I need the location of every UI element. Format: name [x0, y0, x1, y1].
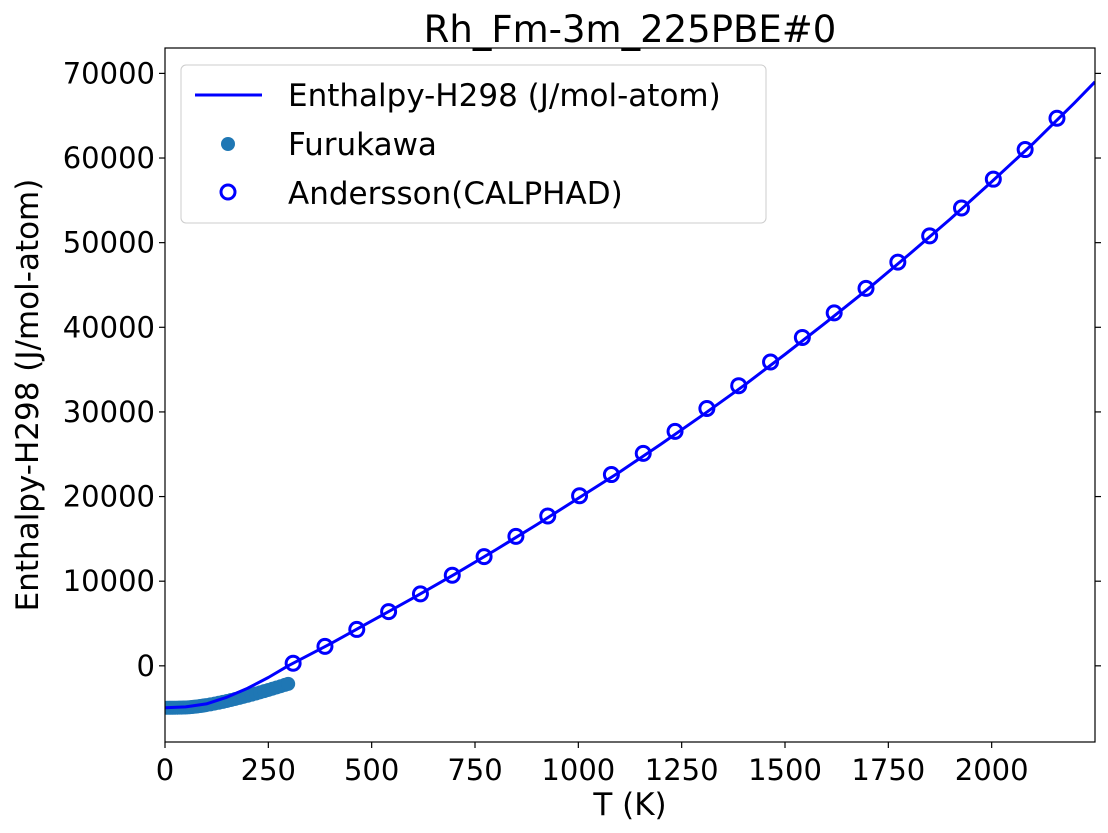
andersson-point: [730, 377, 748, 395]
x-tick-label: 1500: [748, 753, 822, 787]
enthalpy-line: [165, 80, 1095, 710]
y-tick-label: 60000: [63, 141, 155, 175]
andersson-point: [698, 400, 716, 418]
andersson-point: [952, 199, 970, 217]
legend-label-andersson: Andersson(CALPHAD): [288, 176, 623, 212]
andersson-point: [411, 585, 429, 603]
x-tick-label: 2000: [955, 753, 1029, 787]
andersson-point: [984, 170, 1002, 188]
plot-frame: [164, 47, 1096, 743]
y-tick-label: 50000: [63, 226, 155, 260]
furukawa-point: [281, 676, 296, 691]
x-axis-label: T (K): [592, 787, 666, 823]
y-tick-label: 0: [137, 649, 155, 683]
andersson-point: [825, 304, 843, 322]
andersson-point: [1048, 109, 1066, 127]
y-tick-label: 70000: [63, 56, 155, 90]
x-tick-label: 750: [447, 753, 502, 787]
series-layer: [165, 80, 1095, 715]
andersson-point: [602, 466, 620, 484]
andersson-point: [793, 328, 811, 346]
andersson-point: [666, 422, 684, 440]
andersson-point: [443, 566, 461, 584]
andersson-point: [316, 637, 334, 655]
andersson-point: [507, 527, 525, 545]
andersson-point: [634, 444, 652, 462]
x-tick-label: 250: [241, 753, 296, 787]
legend-label-enthalpy: Enthalpy-H298 (J/mol-atom): [288, 78, 721, 114]
x-tick-label: 500: [344, 753, 399, 787]
andersson-point: [762, 353, 780, 371]
legend-box: [180, 64, 767, 224]
chart-title: Rh_Fm-3m_225PBE#0: [424, 8, 837, 51]
y-tick-label: 10000: [63, 564, 155, 598]
andersson-point: [475, 548, 493, 566]
andersson-point: [380, 603, 398, 621]
y-axis-label: Enthalpy-H298 (J/mol-atom): [10, 179, 46, 612]
y-tick-label: 20000: [63, 480, 155, 514]
x-tick-label: 1250: [645, 753, 719, 787]
legend-open-marker: [219, 183, 237, 201]
legend-label-furukawa: Furukawa: [288, 127, 437, 163]
andersson-point: [539, 507, 557, 525]
andersson-point: [1016, 141, 1034, 159]
andersson-point: [921, 227, 939, 245]
y-tick-label: 40000: [63, 310, 155, 344]
legend: Enthalpy-H298 (J/mol-atom) Furukawa Ande…: [180, 64, 767, 224]
x-axis: 0 250 500 750 1000 1250 1500 1750 2000: [156, 742, 1029, 787]
plot-area: [164, 47, 1096, 743]
x-tick-label: 1000: [541, 753, 615, 787]
andersson-point: [857, 279, 875, 297]
x-tick-label: 0: [156, 753, 174, 787]
y-tick-label: 30000: [63, 395, 155, 429]
legend-filled-marker: [221, 137, 235, 151]
x-tick-label: 1750: [851, 753, 925, 787]
andersson-point: [889, 253, 907, 271]
andersson-point: [348, 620, 366, 638]
y-axis: 0 10000 20000 30000 40000 50000 60000 70000: [63, 56, 1101, 683]
andersson-point: [571, 487, 589, 505]
andersson-point: [284, 654, 302, 672]
